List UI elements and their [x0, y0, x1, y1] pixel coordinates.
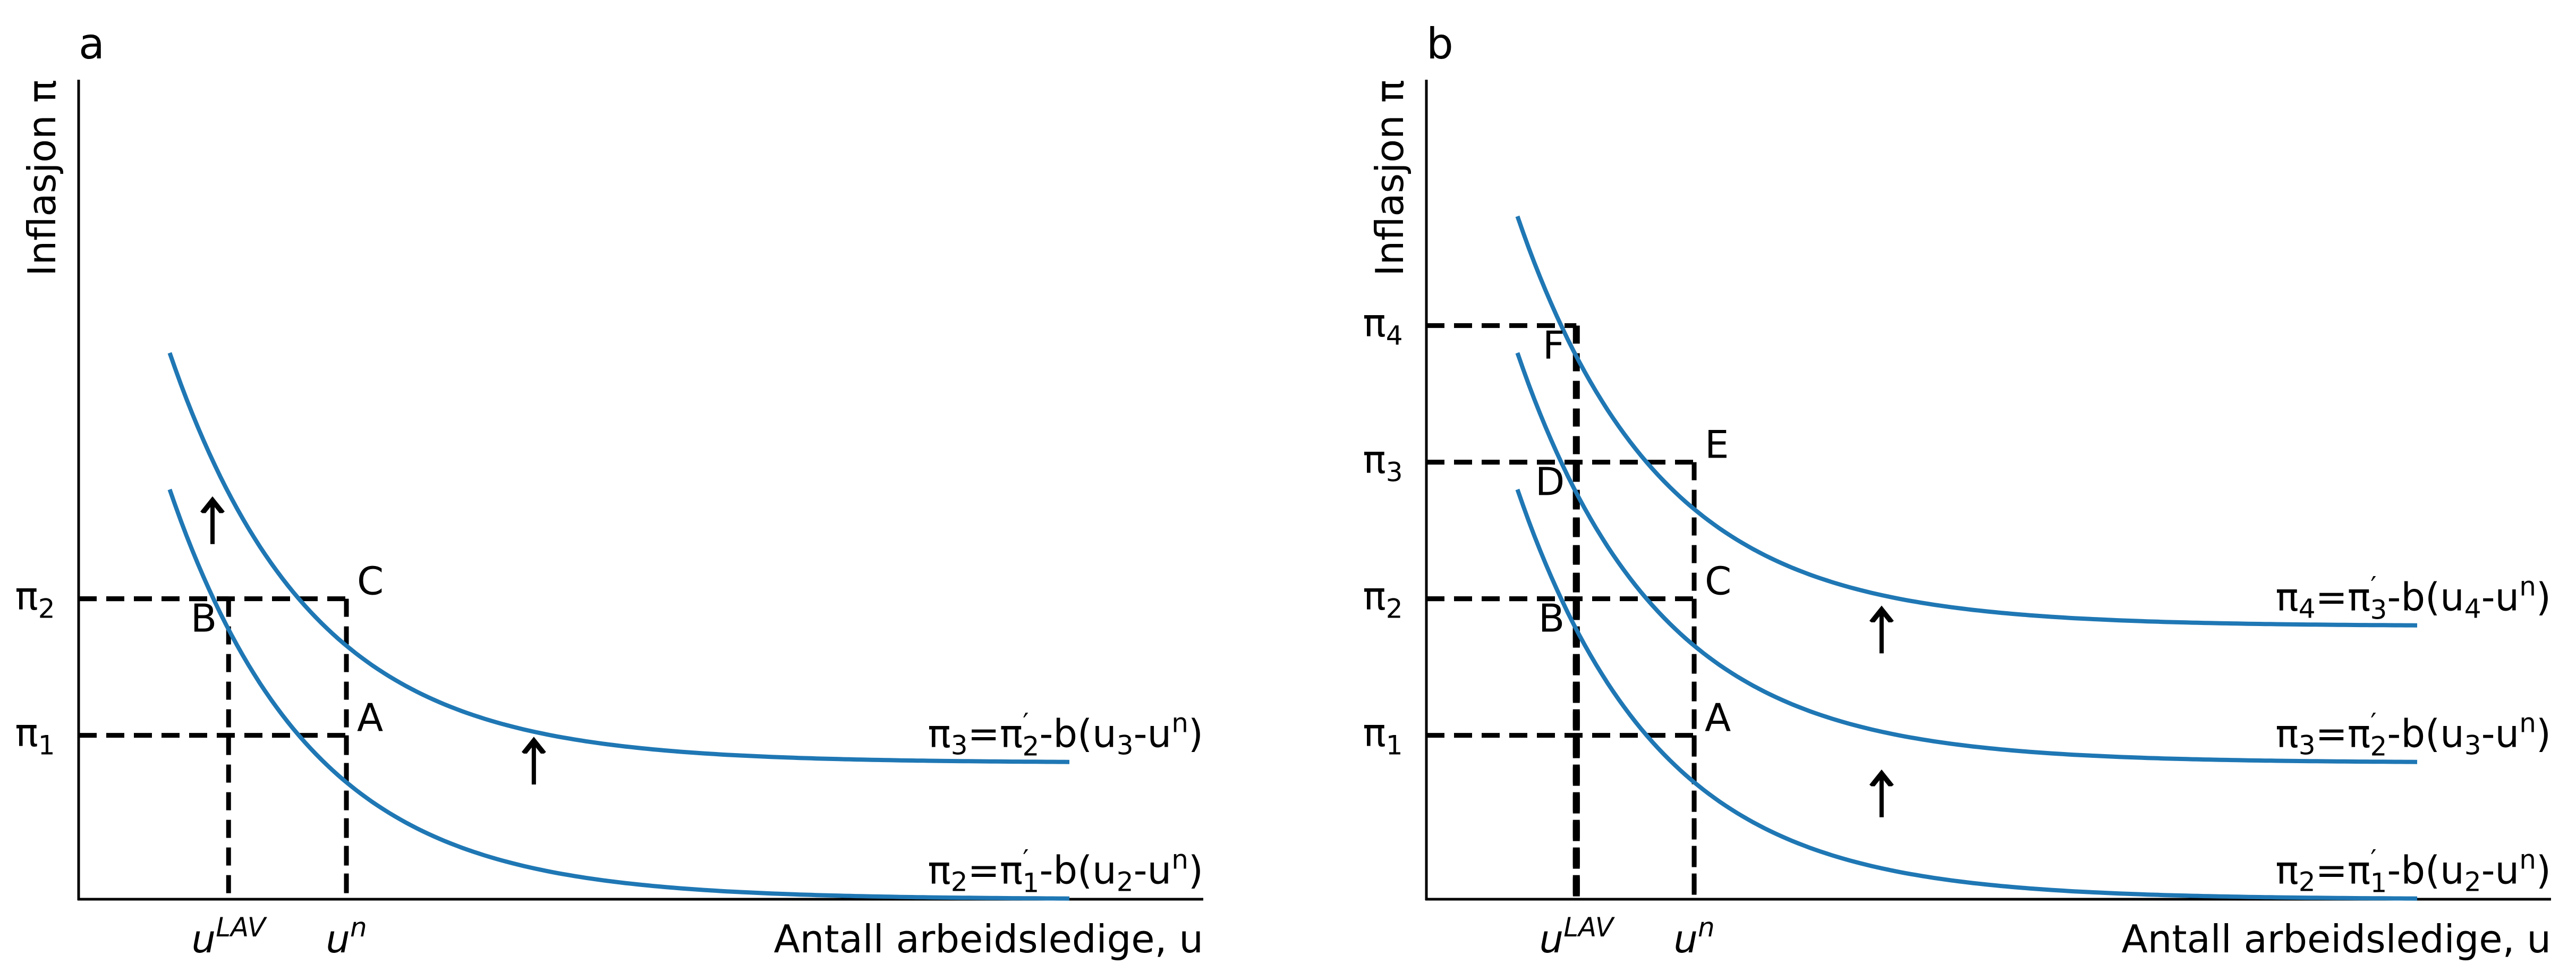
point-label: B — [191, 596, 217, 641]
y-tick-label: π2 — [15, 574, 55, 624]
y-axis-label: Inflasjon π — [20, 80, 64, 276]
phillips-curve-2 — [1515, 352, 2418, 764]
point-label: C — [1705, 559, 1731, 604]
x-tick-label: uLAV — [192, 912, 268, 961]
panel-a: a Inflasjon π Antall arbeidsledige, u π2=π′… — [15, 19, 1203, 961]
phillips-curve-1 — [167, 488, 1070, 901]
curve-label: π2=π′ 1-b(u2-un) — [2275, 844, 2551, 899]
panel-b: b Inflasjon π Antall arbeidsledige, u π2=π′… — [1363, 19, 2551, 961]
panel-letter: b — [1426, 19, 1453, 69]
x-axis-label: Antall arbeidsledige, u — [774, 917, 1204, 961]
curve-label: π2=π′ 1-b(u2-un) — [928, 844, 1203, 899]
x-tick-label: un — [1673, 912, 1714, 961]
y-tick-label: π3 — [1363, 437, 1402, 488]
point-label: C — [357, 559, 384, 604]
phillips-curve-1 — [1515, 488, 2418, 901]
curve-label: π3=π′ 2-b(u3-un) — [2275, 708, 2551, 762]
point-label: D — [1535, 460, 1565, 504]
panel-letter: a — [79, 19, 105, 69]
point-label: B — [1538, 596, 1565, 641]
y-tick-label: π1 — [1363, 711, 1402, 761]
y-tick-label: π1 — [15, 711, 55, 761]
phillips-curve-2 — [167, 352, 1070, 764]
phillips-curve-3 — [1515, 215, 2418, 628]
point-label: A — [357, 696, 383, 740]
x-tick-label: un — [326, 912, 367, 961]
y-tick-label: π4 — [1363, 301, 1402, 351]
point-label: E — [1705, 423, 1729, 467]
x-axis-label: Antall arbeidsledige, u — [2122, 917, 2552, 961]
curve-label: π3=π′ 2-b(u3-un) — [928, 708, 1203, 762]
y-tick-label: π2 — [1363, 574, 1402, 624]
x-tick-label: uLAV — [1540, 912, 1616, 961]
point-label: A — [1705, 696, 1731, 740]
point-label: F — [1543, 323, 1565, 368]
y-axis-label: Inflasjon π — [1367, 80, 1412, 276]
curve-label: π4=π′ 3-b(u4-un) — [2275, 571, 2551, 626]
